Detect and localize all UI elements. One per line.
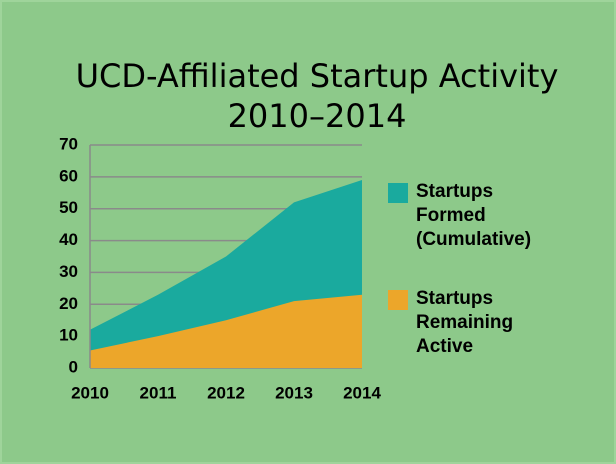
area <box>90 294 362 368</box>
legend-line: Active <box>416 336 473 357</box>
x-tick-label: 2014 <box>343 383 381 402</box>
legend-line: (Cumulative) <box>416 229 531 250</box>
legend-line: Remaining <box>416 312 518 333</box>
legend-swatch <box>388 183 408 203</box>
x-tick-label: 2011 <box>140 383 177 402</box>
y-tick-label: 20 <box>59 294 78 313</box>
legend-line: Formed <box>416 205 491 226</box>
legend-line: Startups <box>416 288 498 309</box>
legend-label: Startups Remaining Active <box>416 288 518 357</box>
y-tick-label: 60 <box>59 166 78 185</box>
chart-title: 2010–2014 <box>228 97 407 135</box>
legend-line: Startups <box>416 181 498 202</box>
y-tick-label: 40 <box>59 230 78 249</box>
legend-swatch <box>388 290 408 310</box>
y-tick-label: 10 <box>59 326 78 345</box>
y-tick-label: 30 <box>59 262 78 281</box>
x-tick-label: 2012 <box>207 383 245 402</box>
y-tick-label: 50 <box>59 198 78 217</box>
y-tick-label: 0 <box>69 357 78 376</box>
legend-label: Startups Formed (Cumulative) <box>416 181 531 250</box>
x-tick-label: 2013 <box>275 383 313 402</box>
y-tick-label: 70 <box>59 134 78 153</box>
x-tick-label: 2010 <box>71 383 109 402</box>
chart-title: UCD-Affiliated Startup Activity <box>76 57 559 95</box>
